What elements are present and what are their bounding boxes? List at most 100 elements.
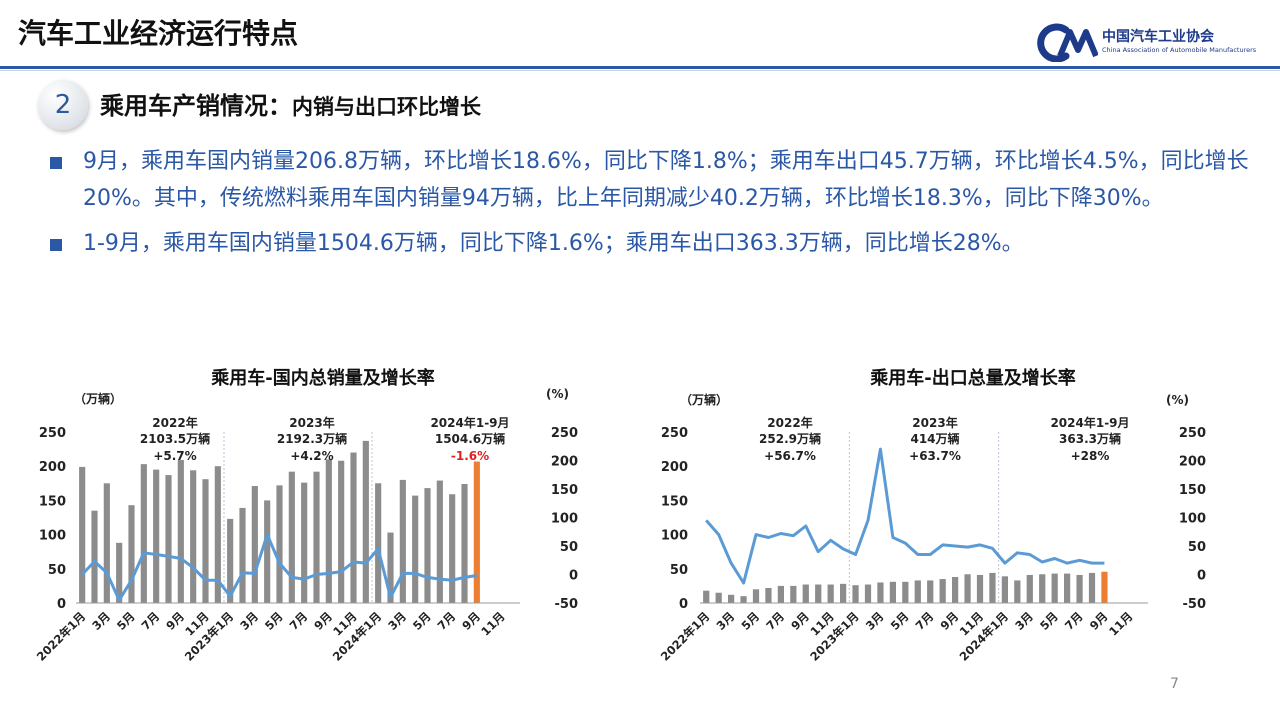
y-tick-left: 50 [670, 563, 688, 578]
bar [399, 479, 406, 603]
x-tick-label: 3月 [237, 609, 261, 633]
annotation-growth: +56.7% [764, 449, 816, 463]
bar [1014, 580, 1021, 603]
bar [313, 471, 320, 603]
annotation-year: 2022年 [152, 415, 197, 430]
y-tick-right: 200 [1179, 455, 1206, 470]
bar [927, 580, 934, 603]
annotation-year: 2023年 [912, 415, 957, 430]
annotation-total: 414万辆 [910, 431, 959, 446]
y-tick-right: 100 [1179, 512, 1206, 527]
y-tick-right: 0 [569, 569, 578, 584]
bullet-item: 1-9月，乘用车国内销量1504.6万辆，同比下降1.6%；乘用车出口363.3… [50, 225, 1250, 262]
bar [790, 585, 797, 603]
bar [116, 542, 123, 603]
bar [79, 466, 86, 603]
x-tick-label: 5月 [738, 609, 762, 633]
bar [914, 580, 921, 603]
right-axis-unit: (%) [546, 387, 569, 401]
y-tick-right: 150 [551, 483, 578, 498]
x-tick-label: 7月 [763, 609, 787, 633]
x-tick-label: 7月 [435, 609, 459, 633]
bar [276, 485, 283, 603]
bar [976, 574, 984, 603]
x-tick-label: 3月 [714, 609, 738, 633]
bar [840, 583, 847, 603]
bar [889, 581, 896, 603]
chart-domestic-sales: （万辆） (%) 0 50 100 150 200 250 -50 0 50 100 150 200 250… [34, 387, 578, 664]
bar [153, 469, 160, 603]
bar [449, 494, 456, 603]
y-tick-left: 100 [39, 529, 66, 544]
y-tick-left: 250 [661, 426, 688, 441]
bar [952, 577, 959, 603]
x-tick-label: 7月 [1062, 609, 1086, 633]
y-tick-right: 0 [1197, 569, 1206, 584]
annotation-growth: -1.6% [451, 449, 489, 463]
bullet-item: 9月，乘用车国内销量206.8万辆，环比增长18.6%，同比下降1.8%；乘用车… [50, 143, 1250, 217]
bar [362, 440, 369, 603]
bar [1076, 574, 1083, 603]
x-tick-label: 5月 [410, 609, 434, 633]
bar [989, 572, 996, 603]
y-tick-right: 200 [551, 455, 578, 470]
section-number-badge: 2 [38, 80, 88, 130]
bar [802, 584, 809, 603]
x-tick-label: 3月 [89, 609, 113, 633]
chart-title-domestic: 乘用车-国内总销量及增长率 [211, 368, 435, 389]
bar [864, 584, 872, 603]
x-tick-label: 2022年1月 [34, 609, 88, 663]
bar [473, 461, 480, 603]
section-title-sub: 内销与出口环比增长 [292, 95, 481, 119]
bar [301, 482, 308, 603]
x-tick-label: 7月 [139, 609, 163, 633]
bar [140, 464, 147, 603]
left-axis-unit: （万辆） [74, 391, 122, 406]
bar [214, 466, 221, 603]
right-axis-unit: (%) [1166, 393, 1189, 407]
page-title: 汽车工业经济运行特点 [18, 17, 299, 50]
x-tick-label: 3月 [385, 609, 409, 633]
y-tick-left: 200 [39, 460, 66, 475]
annotation-total: 252.9万辆 [759, 431, 821, 446]
x-tick-label: 11月 [1106, 609, 1135, 638]
x-tick-label: 11月 [478, 609, 507, 638]
bar [1101, 571, 1108, 603]
annotation-growth: +28% [1071, 449, 1110, 463]
left-axis-unit: （万辆） [680, 392, 728, 407]
bar [338, 460, 345, 603]
annotation-growth: +5.7% [153, 449, 196, 463]
bar [1026, 574, 1033, 603]
y-tick-right: 50 [560, 540, 578, 555]
x-tick-label: 7月 [287, 609, 311, 633]
bar [740, 596, 747, 603]
bullet-list: 9月，乘用车国内销量206.8万辆，环比增长18.6%，同比下降1.8%；乘用车… [50, 143, 1250, 262]
bar [1001, 576, 1008, 603]
bar [424, 488, 431, 603]
bar [412, 495, 419, 603]
bar [752, 589, 760, 603]
y-tick-right: 50 [1188, 540, 1206, 555]
bar [964, 574, 971, 603]
section-title: 乘用车产销情况：内销与出口环比增长 [100, 86, 481, 121]
bar [91, 510, 98, 603]
chart-title-export: 乘用车-出口总量及增长率 [870, 368, 1076, 389]
annotation-total: 2103.5万辆 [140, 431, 210, 446]
bar [165, 475, 172, 603]
y-tick-left: 100 [661, 529, 688, 544]
bar [128, 505, 135, 603]
bar [177, 460, 184, 603]
y-tick-left: 50 [48, 563, 66, 578]
annotation-growth: +4.2% [290, 449, 333, 463]
bar [239, 507, 246, 603]
x-tick-label: 5月 [262, 609, 286, 633]
growth-line [705, 447, 1105, 585]
bar [1064, 573, 1071, 603]
bar [815, 584, 822, 603]
y-tick-right: 100 [551, 512, 578, 527]
header-divider-thin [0, 70, 1280, 71]
bar [852, 585, 859, 603]
bar [1088, 572, 1096, 603]
bar [728, 594, 735, 603]
annotation-total: 1504.6万辆 [435, 431, 505, 446]
